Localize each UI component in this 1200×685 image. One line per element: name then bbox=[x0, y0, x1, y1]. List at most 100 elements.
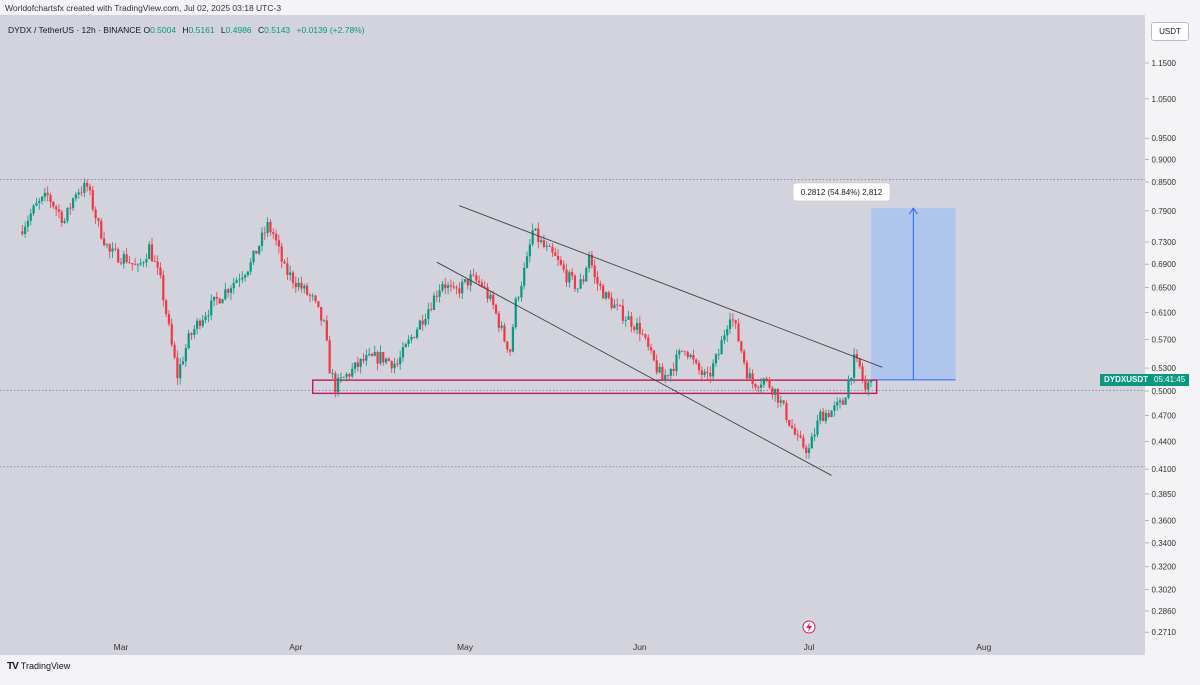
candle-body bbox=[94, 209, 97, 219]
candle-body bbox=[850, 377, 853, 381]
candle-body bbox=[128, 262, 131, 264]
symbol-legend[interactable]: DYDX / TetherUS · 12h · BINANCE O0.5004 … bbox=[8, 25, 365, 35]
symbol-pair[interactable]: DYDX / TetherUS · 12h · BINANCE bbox=[8, 25, 142, 35]
y-tick-label: 0.3400 bbox=[1152, 539, 1177, 548]
candle-body bbox=[782, 400, 785, 404]
candle-body bbox=[308, 294, 312, 296]
support-zone-layer[interactable] bbox=[312, 379, 878, 395]
candle-body bbox=[858, 358, 861, 367]
y-tick-label: 0.5300 bbox=[1152, 364, 1177, 373]
candle-body bbox=[198, 320, 202, 326]
measure-tool-layer[interactable]: 0.2812 (54.84%) 2,812 bbox=[792, 182, 956, 381]
candle-body bbox=[599, 283, 602, 286]
currency-button[interactable]: USDT bbox=[1151, 22, 1189, 41]
candle-body bbox=[145, 259, 148, 263]
candle-body bbox=[596, 277, 599, 284]
candle-body bbox=[24, 226, 27, 234]
candle-body bbox=[511, 327, 515, 352]
candle-body bbox=[689, 354, 692, 357]
candle-body bbox=[649, 347, 653, 351]
misc-layer bbox=[802, 620, 816, 634]
candle-body bbox=[568, 272, 571, 283]
y-tick-label: 0.9500 bbox=[1152, 134, 1177, 143]
tradingview-brand[interactable]: TV TradingView bbox=[7, 661, 70, 672]
candle-body bbox=[26, 220, 30, 227]
candle-body bbox=[703, 371, 706, 375]
candle-body bbox=[776, 388, 780, 403]
candle-body bbox=[477, 280, 481, 283]
candle-body bbox=[720, 340, 723, 355]
candle-body bbox=[500, 325, 503, 328]
candle-body bbox=[407, 339, 410, 344]
candle-body bbox=[427, 309, 430, 320]
candle-body bbox=[227, 289, 230, 293]
y-axis[interactable]: 1.1500 1.0500 0.9500 0.9000 0.8500 0.7900 0.73… bbox=[1145, 59, 1177, 637]
candle-body bbox=[534, 228, 537, 231]
candle-body bbox=[401, 347, 405, 358]
x-tick-label: Mar bbox=[114, 642, 129, 652]
candle-body bbox=[830, 410, 833, 418]
candle-body bbox=[444, 284, 447, 289]
candle-body bbox=[311, 295, 314, 297]
candle-body bbox=[162, 275, 165, 301]
candle-body bbox=[540, 240, 543, 242]
candle-body bbox=[57, 209, 61, 212]
candle-body bbox=[528, 244, 531, 257]
candle-body bbox=[384, 358, 388, 363]
candle-body bbox=[260, 232, 264, 246]
candle-body bbox=[455, 287, 458, 289]
candle-body bbox=[807, 448, 811, 453]
candle-body bbox=[382, 351, 385, 363]
candle-body bbox=[497, 313, 500, 328]
candle-body bbox=[314, 295, 317, 302]
candle-body bbox=[379, 351, 382, 364]
candle-body bbox=[683, 351, 687, 353]
candle-body bbox=[351, 368, 354, 377]
candle-body bbox=[207, 315, 210, 317]
candle-body bbox=[136, 264, 140, 266]
candle-body bbox=[559, 259, 562, 265]
candle-body bbox=[173, 344, 176, 358]
candle-body bbox=[641, 333, 644, 335]
candle-body bbox=[167, 314, 171, 324]
candle-body bbox=[235, 280, 238, 283]
candle-body bbox=[799, 435, 802, 438]
candle-body bbox=[486, 287, 489, 299]
candle-body bbox=[413, 337, 416, 338]
candle-body bbox=[52, 201, 55, 207]
candle-body bbox=[449, 285, 453, 287]
candle-body bbox=[551, 246, 554, 253]
candle-body bbox=[576, 288, 579, 290]
candle-body bbox=[613, 304, 616, 309]
y-tick-label: 1.1500 bbox=[1152, 59, 1177, 68]
ohlc-label-h: H bbox=[180, 25, 189, 35]
candle-body bbox=[153, 261, 156, 262]
candle-body bbox=[373, 352, 376, 356]
candle-body bbox=[339, 377, 343, 379]
candle-body bbox=[624, 319, 627, 321]
candle-body bbox=[432, 295, 436, 310]
y-tick-label: 0.5000 bbox=[1152, 387, 1177, 396]
candle-body bbox=[232, 282, 235, 289]
candle-body bbox=[757, 387, 760, 389]
candle-body bbox=[74, 194, 77, 199]
candle-body bbox=[700, 370, 703, 375]
candle-body bbox=[728, 319, 732, 329]
candle-body bbox=[573, 275, 577, 289]
candle-body bbox=[525, 256, 529, 268]
candle-body bbox=[396, 363, 399, 365]
candle-body bbox=[554, 252, 557, 256]
ohlc-values: O0.5004 H0.5161 L0.4986 C0.5143 bbox=[143, 25, 294, 35]
candle-body bbox=[717, 354, 720, 356]
x-axis[interactable]: Mar Apr May Jun Jul Aug bbox=[114, 642, 992, 652]
candle-body bbox=[489, 294, 492, 299]
candle-body bbox=[562, 264, 565, 270]
candle-body bbox=[819, 411, 822, 421]
candle-body bbox=[317, 301, 320, 307]
candle-body bbox=[861, 366, 864, 380]
candle-body bbox=[633, 327, 636, 330]
channel-layer[interactable] bbox=[436, 205, 883, 476]
candle-body bbox=[88, 186, 92, 191]
